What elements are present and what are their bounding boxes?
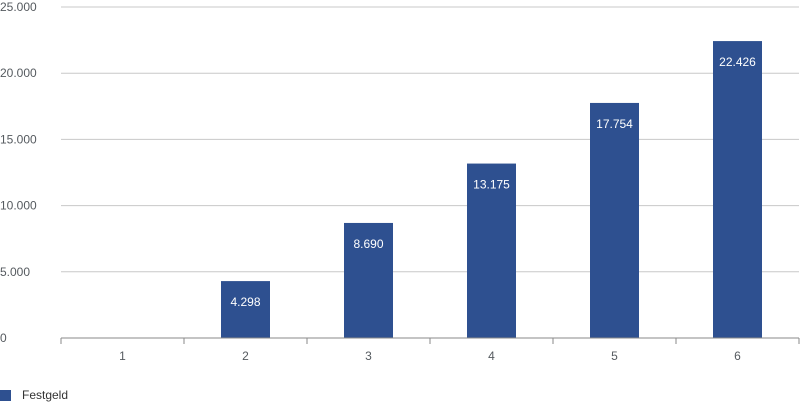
bar-data-label: 17.754 [596, 117, 633, 131]
bar-data-label: 22.426 [719, 55, 756, 69]
bar [590, 102, 639, 338]
x-tick-label: 4 [488, 349, 495, 363]
legend-label-festgeld: Festgeld [22, 388, 69, 402]
bar-data-labels: 4.298 8.690 13.175 17.754 22.426 [230, 55, 756, 309]
x-tick-label: 1 [119, 349, 126, 363]
legend-swatch-festgeld [0, 389, 11, 401]
bar-data-label: 13.175 [473, 178, 510, 192]
legend: Festgeld [0, 388, 68, 402]
y-axis-tick-labels: 0 5.000 10.000 15.000 20.000 25.000 [0, 0, 37, 345]
y-tick-label: 25.000 [0, 0, 37, 14]
bar-data-label: 4.298 [230, 295, 260, 309]
bar [467, 163, 516, 338]
bar [713, 41, 762, 338]
x-axis [60, 337, 800, 344]
y-tick-label: 15.000 [0, 132, 37, 146]
y-tick-label: 5.000 [0, 265, 30, 279]
x-tick-label: 2 [242, 349, 249, 363]
x-tick-label: 3 [365, 349, 372, 363]
bar [344, 222, 393, 338]
bars [221, 41, 762, 338]
x-tick-label: 6 [734, 349, 741, 363]
x-axis-tick-labels: 1 2 3 4 5 6 [119, 349, 741, 363]
gridlines [61, 6, 799, 273]
x-tick-label: 5 [611, 349, 618, 363]
y-tick-label: 20.000 [0, 66, 37, 80]
y-tick-label: 10.000 [0, 199, 37, 213]
y-tick-label: 0 [0, 331, 7, 345]
bar [221, 281, 270, 338]
bar-data-label: 8.690 [353, 237, 383, 251]
